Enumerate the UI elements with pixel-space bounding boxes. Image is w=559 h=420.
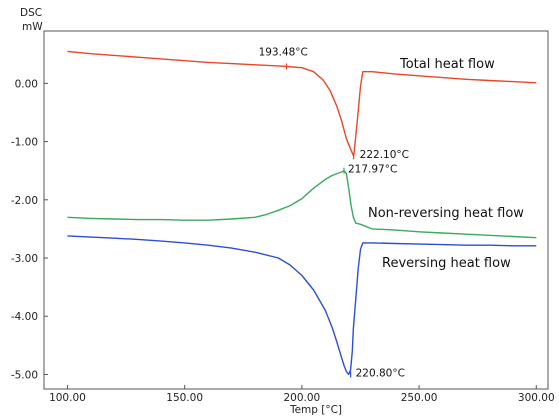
annotation-label: 193.48°C [259, 47, 308, 59]
annotation-label: 222.10°C [360, 149, 409, 161]
x-tick-label: 250.00 [401, 392, 438, 404]
series-label-1: Total heat flow [399, 57, 495, 72]
annotation-label: 217.97°C [348, 164, 397, 176]
series-label-2: Non-reversing heat flow [368, 206, 524, 221]
y-tick-label: -5.00 [11, 369, 38, 381]
series-line-1 [67, 50, 537, 157]
y-tick-label: -1.00 [11, 137, 38, 149]
series-line-2 [67, 169, 537, 239]
series-label-3: Reversing heat flow [382, 256, 511, 271]
annotation-label: 220.80°C [356, 367, 405, 379]
y-tick-label: -4.00 [11, 311, 38, 323]
y-tick-label: 0.00 [15, 78, 38, 90]
plot-frame [43, 30, 549, 390]
x-tick-label: 150.00 [166, 392, 203, 404]
y-axis-unit: mW [22, 21, 43, 33]
x-axis-title: Temp [°C] [289, 404, 342, 416]
x-tick-label: 200.00 [283, 392, 320, 404]
y-tick-label: -3.00 [11, 253, 38, 265]
y-axis-title: DSC [20, 7, 42, 19]
y-tick-label: -2.00 [11, 195, 38, 207]
series-line-3 [67, 235, 537, 376]
x-tick-label: 300.00 [518, 392, 555, 404]
x-tick-label: 100.00 [49, 392, 86, 404]
